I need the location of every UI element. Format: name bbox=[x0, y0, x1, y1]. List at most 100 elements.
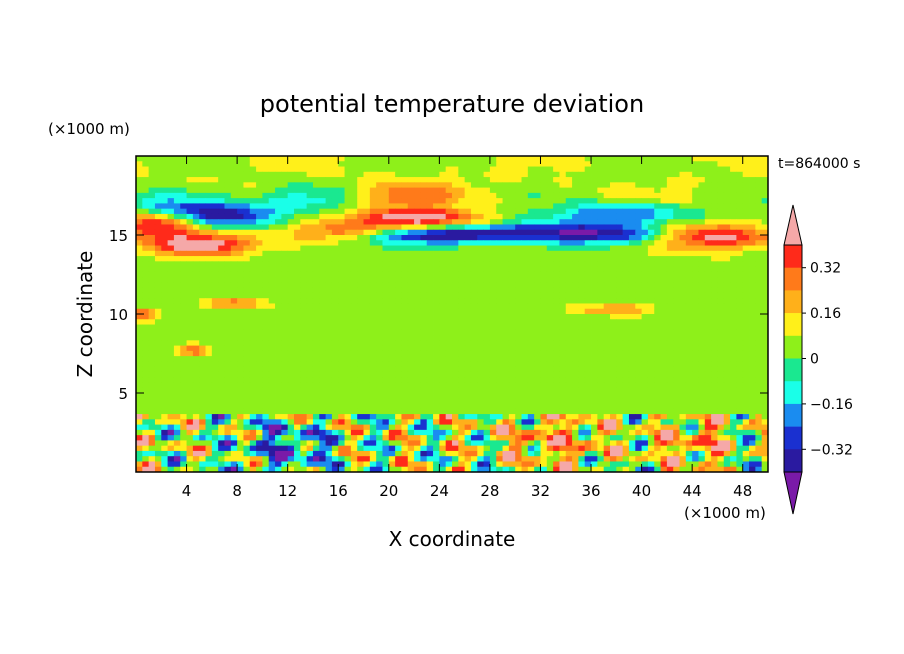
contour-cell bbox=[622, 229, 630, 236]
contour-cell bbox=[445, 382, 453, 389]
contour-cell bbox=[502, 256, 510, 262]
contour-cell bbox=[357, 198, 364, 204]
contour-cell bbox=[496, 235, 503, 241]
contour-cell bbox=[338, 324, 345, 331]
contour-cell bbox=[388, 235, 396, 241]
contour-cell bbox=[673, 219, 680, 225]
contour-cell bbox=[641, 256, 649, 262]
contour-cell bbox=[407, 182, 415, 188]
contour-cell bbox=[173, 335, 181, 341]
contour-cell bbox=[730, 156, 737, 162]
contour-cell bbox=[287, 335, 295, 341]
contour-cell bbox=[534, 171, 541, 178]
contour-cell bbox=[369, 303, 377, 310]
contour-cell bbox=[294, 366, 301, 373]
contour-cell bbox=[230, 292, 238, 299]
contour-cell bbox=[679, 408, 687, 415]
contour-cell bbox=[723, 350, 731, 357]
contour-cell bbox=[319, 171, 326, 178]
contour-cell bbox=[489, 182, 497, 188]
contour-cell bbox=[534, 256, 541, 262]
contour-cell bbox=[458, 361, 466, 368]
contour-cell bbox=[711, 340, 718, 346]
contour-cell bbox=[376, 340, 383, 346]
contour-cell bbox=[142, 308, 150, 315]
contour-cell bbox=[148, 324, 156, 331]
contour-cell bbox=[148, 377, 156, 383]
contour-cell bbox=[180, 335, 187, 341]
contour-cell bbox=[243, 414, 251, 420]
contour-cell bbox=[527, 203, 535, 210]
contour-cell bbox=[325, 219, 333, 225]
contour-cell bbox=[698, 350, 706, 357]
contour-cell bbox=[622, 203, 630, 210]
contour-cell bbox=[363, 198, 371, 204]
contour-cell bbox=[154, 287, 162, 294]
contour-cell bbox=[344, 219, 352, 225]
contour-cell bbox=[420, 382, 428, 389]
contour-cell bbox=[344, 256, 352, 262]
contour-cell bbox=[546, 319, 554, 325]
contour-cell bbox=[597, 361, 605, 368]
contour-cell bbox=[154, 235, 162, 241]
contour-cell bbox=[407, 240, 415, 246]
contour-cell bbox=[294, 335, 301, 341]
contour-cell bbox=[736, 382, 744, 389]
contour-cell bbox=[452, 271, 459, 278]
contour-cell bbox=[572, 224, 579, 231]
contour-cell bbox=[312, 366, 320, 373]
contour-cell bbox=[470, 161, 478, 167]
contour-cell bbox=[281, 192, 289, 199]
contour-cell bbox=[755, 166, 763, 173]
contour-cell bbox=[704, 161, 712, 167]
contour-cell bbox=[167, 393, 175, 399]
contour-cell bbox=[470, 387, 478, 394]
contour-cell bbox=[192, 287, 200, 294]
contour-cell bbox=[407, 219, 415, 225]
contour-cell bbox=[237, 245, 244, 252]
contour-cell bbox=[281, 361, 289, 368]
contour-cell bbox=[180, 156, 187, 162]
contour-cell bbox=[230, 203, 238, 210]
contour-cell bbox=[730, 408, 737, 415]
contour-cell bbox=[679, 208, 687, 215]
contour-cell bbox=[167, 240, 175, 246]
contour-cell bbox=[433, 182, 440, 188]
contour-cell bbox=[148, 224, 156, 231]
contour-cell bbox=[357, 203, 364, 210]
contour-cell bbox=[154, 356, 162, 362]
contour-cell bbox=[742, 314, 750, 320]
contour-cell bbox=[742, 208, 750, 215]
contour-cell bbox=[730, 387, 737, 394]
contour-cell bbox=[300, 192, 308, 199]
contour-cell bbox=[622, 171, 630, 178]
contour-cell bbox=[565, 229, 573, 236]
contour-cell bbox=[275, 377, 282, 383]
contour-cell bbox=[527, 250, 535, 257]
contour-cell bbox=[211, 198, 219, 204]
contour-cell bbox=[433, 229, 440, 236]
contour-cell bbox=[679, 203, 687, 210]
contour-cell bbox=[300, 256, 308, 262]
contour-cell bbox=[325, 187, 333, 194]
contour-cell bbox=[628, 414, 636, 420]
contour-cell bbox=[331, 329, 339, 336]
contour-cell bbox=[262, 292, 270, 299]
contour-cell bbox=[534, 213, 541, 220]
contour-cell bbox=[192, 187, 200, 194]
contour-cell bbox=[559, 314, 567, 320]
contour-cell bbox=[515, 314, 522, 320]
contour-cell bbox=[173, 403, 181, 410]
contour-cell bbox=[420, 408, 428, 415]
contour-cell bbox=[717, 314, 725, 320]
contour-cell bbox=[711, 319, 718, 325]
contour-cell bbox=[572, 292, 579, 299]
contour-cell bbox=[243, 261, 251, 267]
contour-cell bbox=[673, 403, 680, 410]
contour-cell bbox=[508, 240, 516, 246]
contour-cell bbox=[755, 382, 763, 389]
contour-cell bbox=[186, 256, 194, 262]
contour-cell bbox=[376, 314, 383, 320]
contour-cell bbox=[458, 292, 466, 299]
contour-cell bbox=[660, 282, 668, 289]
